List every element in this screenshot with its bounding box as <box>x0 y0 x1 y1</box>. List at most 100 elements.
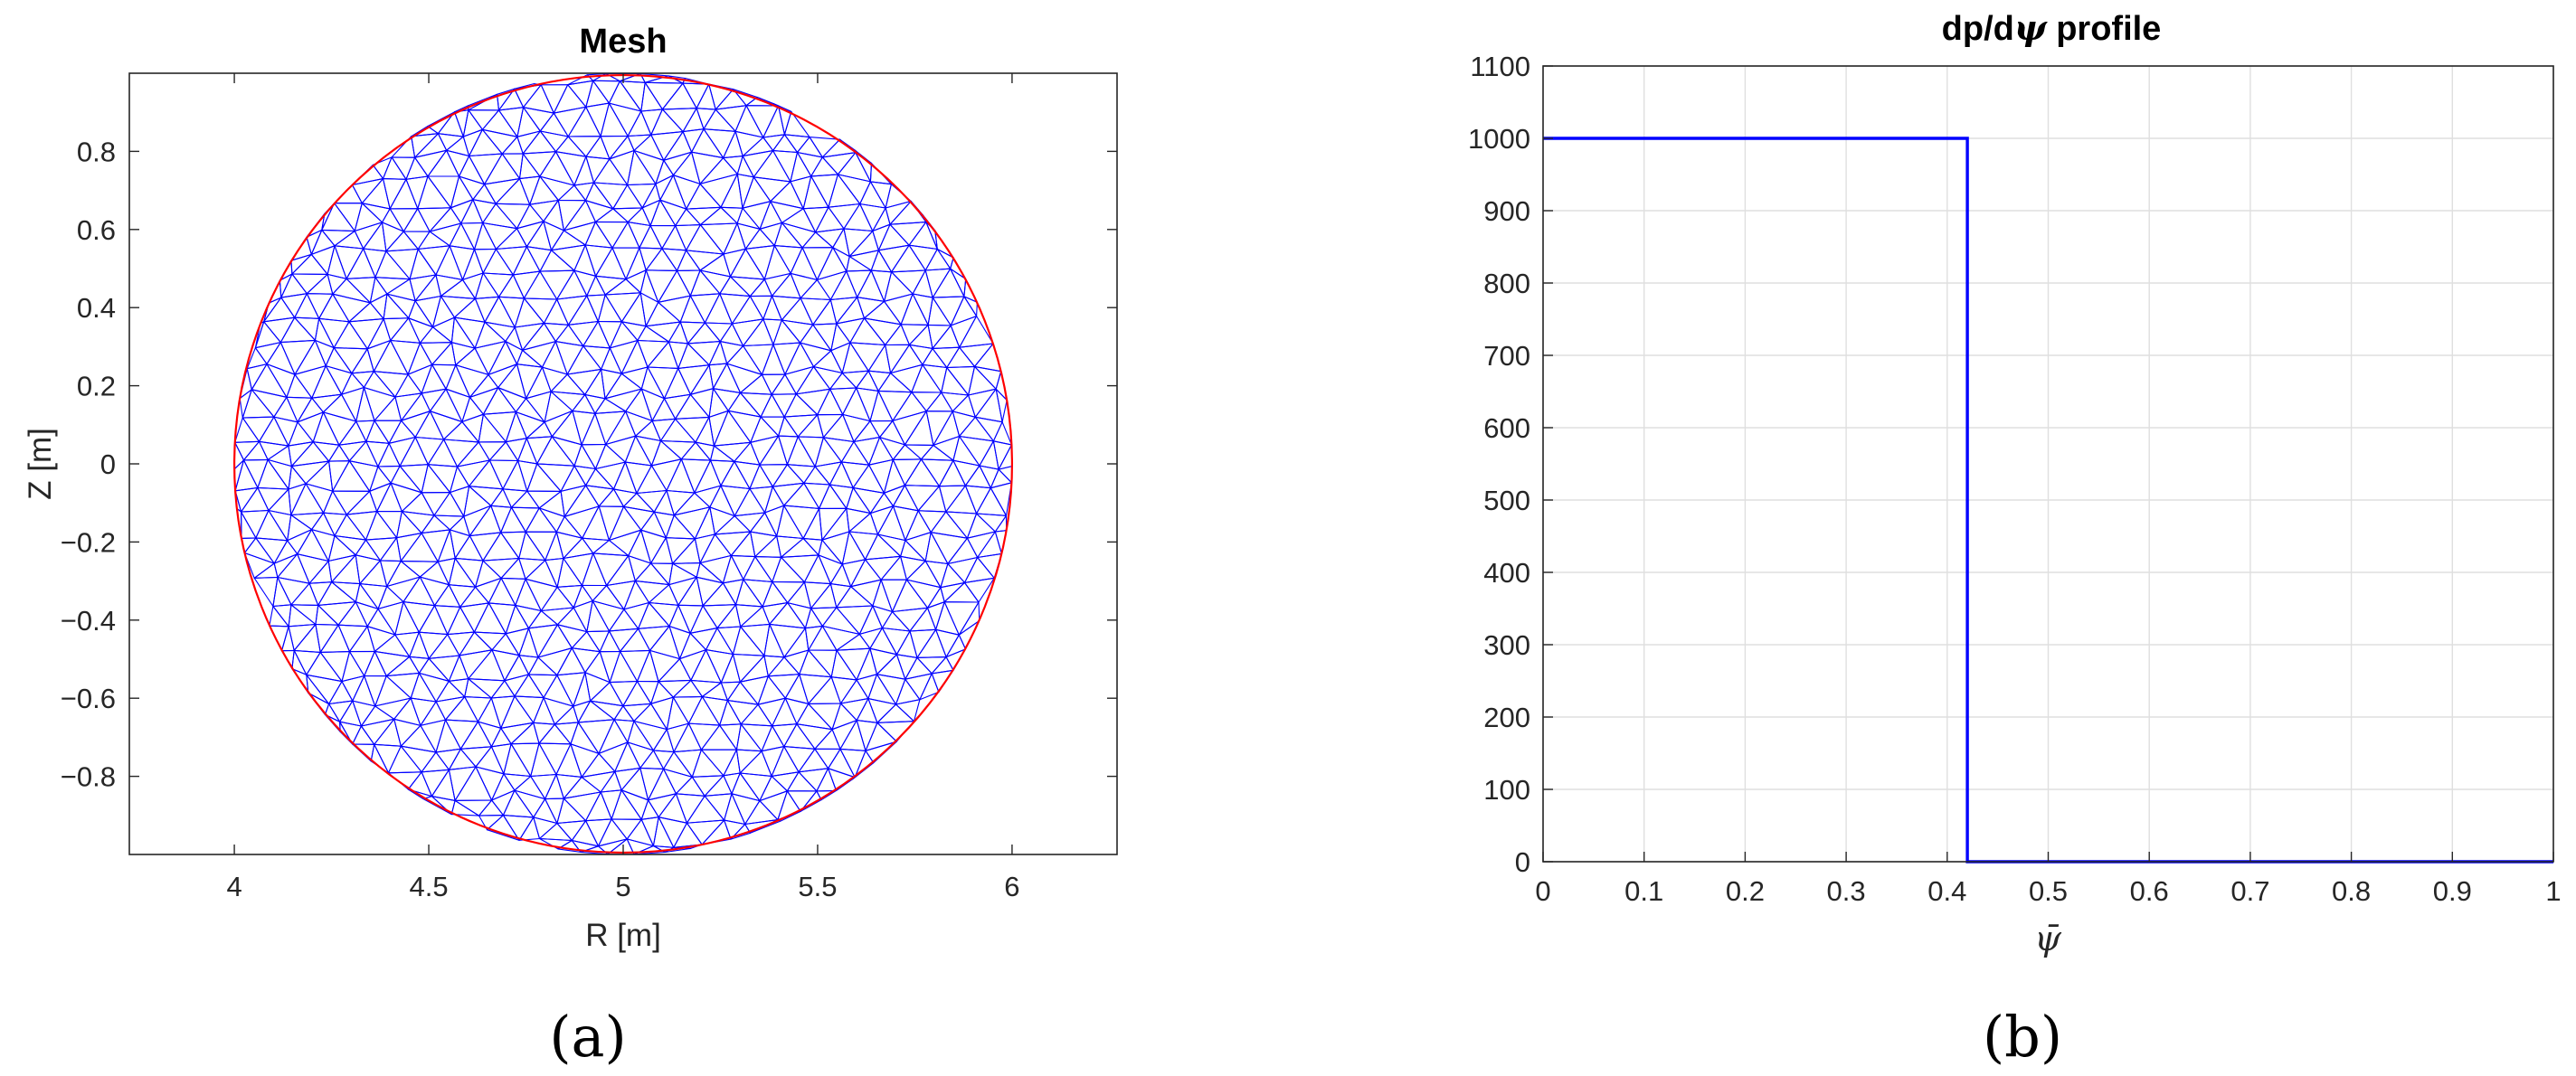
mesh-triangle <box>704 793 733 821</box>
mesh-triangle <box>865 555 902 580</box>
mesh-triangle <box>699 253 732 278</box>
mesh-triangle <box>584 244 613 277</box>
mesh-triangle <box>581 412 607 446</box>
mesh-triangle <box>374 420 402 444</box>
mesh-triangle <box>947 537 979 565</box>
mesh-triangle <box>529 175 559 205</box>
mesh-triangle <box>650 458 682 492</box>
mesh-triangle <box>731 793 761 826</box>
mesh-triangle <box>584 672 611 702</box>
mesh-triangle <box>608 102 642 137</box>
mesh-triangle <box>563 537 594 560</box>
mesh-triangle <box>386 561 421 588</box>
mesh-triangle <box>433 492 465 517</box>
mesh-triangle <box>305 460 334 492</box>
mesh-triangle <box>497 296 525 328</box>
mesh-triangle <box>760 416 785 437</box>
mesh-triangle <box>556 557 583 588</box>
mesh-triangle <box>852 464 885 494</box>
mesh-triangle <box>802 206 829 233</box>
mesh-triangle <box>675 416 710 443</box>
mesh-triangle <box>665 537 696 564</box>
mesh-triangle <box>808 625 838 651</box>
mesh-triangle <box>968 365 997 396</box>
mesh-triangle <box>448 557 477 588</box>
mesh-triangle <box>763 655 785 677</box>
mesh-triangle <box>315 623 339 653</box>
mesh-triangle <box>803 554 831 585</box>
mesh-triangle <box>497 88 516 111</box>
mesh-triangle <box>869 505 895 535</box>
mesh-triangle <box>346 277 376 304</box>
mesh-triangle <box>863 300 902 326</box>
mesh-triangle <box>242 440 269 461</box>
profile-y-tick-label: 800 <box>1483 268 1530 299</box>
mesh-triangle <box>332 460 371 492</box>
mesh-triangle <box>856 674 878 700</box>
mesh-triangle <box>383 317 410 342</box>
mesh-triangle <box>522 341 556 368</box>
mesh-triangle <box>359 560 388 588</box>
mesh-triangle <box>638 601 670 629</box>
mesh-triangle <box>661 108 697 133</box>
mesh-triangle <box>377 601 404 636</box>
mesh-triangle <box>673 506 711 540</box>
profile-x-axis-label: ψ̄ <box>2034 919 2062 958</box>
mesh-triangle <box>638 625 670 651</box>
profile-y-tick-label: 700 <box>1483 340 1530 372</box>
mesh-triangle <box>620 649 651 683</box>
profile-x-tick-label: 0 <box>1535 875 1550 907</box>
mesh-triangle <box>473 602 507 635</box>
mesh-triangle <box>884 271 914 302</box>
mesh-triangle <box>346 511 378 541</box>
mesh-triangle <box>936 248 954 269</box>
mesh-triangle <box>614 741 641 772</box>
mesh-triangle <box>447 606 475 636</box>
mesh-triangle <box>699 157 738 184</box>
profile-y-tick-label: 600 <box>1483 412 1530 444</box>
mesh-triangle <box>456 441 490 467</box>
mesh-triangle <box>553 84 587 114</box>
mesh-triangle <box>703 128 736 159</box>
profile-y-tick-label: 400 <box>1483 557 1530 589</box>
mesh-triangle <box>515 604 542 629</box>
mesh-triangle <box>803 581 831 609</box>
mesh-triangle <box>804 625 823 651</box>
mesh-triangle <box>321 229 355 247</box>
mesh-triangle <box>469 153 503 185</box>
mesh-triangle <box>444 719 479 750</box>
mesh-triangle <box>374 277 411 295</box>
mesh-triangle <box>848 513 879 535</box>
mesh-triangle <box>740 606 771 628</box>
profile-y-tick-label: 500 <box>1483 485 1530 516</box>
mesh-triangle <box>867 344 892 374</box>
mesh-triangle <box>431 363 457 390</box>
mesh-triangle <box>288 623 317 651</box>
mesh-triangle <box>505 411 527 443</box>
mesh-triangle <box>880 579 907 613</box>
mesh-triangle <box>288 604 317 628</box>
mesh-triangle <box>628 529 652 564</box>
mesh-triangle <box>904 656 933 680</box>
mesh-triangle <box>645 248 678 271</box>
mesh-triangle <box>374 650 411 677</box>
profile-x-tick-label: 0.1 <box>1624 875 1663 907</box>
mesh-triangle <box>675 224 701 251</box>
mesh-triangle <box>780 554 819 583</box>
mesh-triangle <box>672 562 701 578</box>
mesh-triangle <box>709 459 735 486</box>
mesh-triangle <box>796 723 833 750</box>
mesh-y-tick-label: 0.2 <box>77 371 116 402</box>
mesh-triangle <box>401 392 431 421</box>
mesh-y-tick-label: 0.4 <box>77 292 116 324</box>
mesh-triangle <box>781 222 817 249</box>
mesh-triangle <box>573 599 593 633</box>
mesh-triangle <box>772 342 801 375</box>
mesh-triangle <box>676 269 701 297</box>
mesh-triangle <box>699 533 732 564</box>
mesh-triangle <box>533 722 555 744</box>
mesh-chart-title: Mesh <box>579 23 667 61</box>
mesh-triangle <box>839 698 869 722</box>
mesh-triangle <box>390 465 422 494</box>
mesh-triangle <box>856 370 879 392</box>
